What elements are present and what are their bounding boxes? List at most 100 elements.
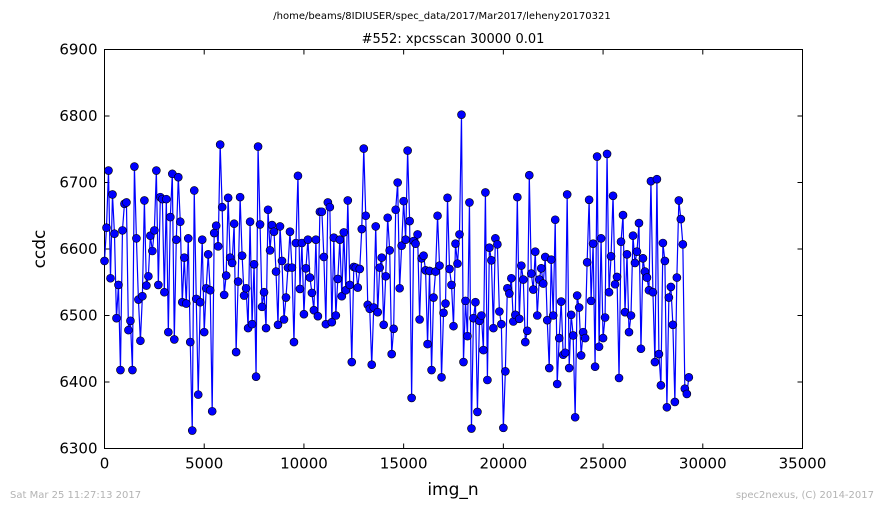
data-point <box>275 222 285 231</box>
data-point <box>524 170 534 180</box>
data-point <box>385 246 394 255</box>
data-point <box>622 250 632 259</box>
data-point <box>445 264 454 274</box>
data-point <box>347 357 357 367</box>
data-point <box>624 327 634 337</box>
data-point <box>439 308 448 318</box>
data-point <box>313 311 323 321</box>
data-point <box>247 319 257 329</box>
data-point <box>658 238 668 248</box>
data-point <box>471 297 480 307</box>
data-point <box>489 323 498 333</box>
data-point <box>395 283 404 293</box>
data-point <box>542 315 552 325</box>
data-point <box>660 256 670 266</box>
data-point <box>423 339 432 349</box>
data-point <box>604 287 614 297</box>
data-point <box>652 174 662 184</box>
data-point <box>451 239 460 248</box>
data-point <box>678 240 688 249</box>
data-point <box>497 319 506 329</box>
data-point <box>467 424 476 433</box>
data-point <box>389 324 398 334</box>
x-axis-label: img_n <box>427 480 478 500</box>
data-point <box>253 142 263 151</box>
x-tick-label: 5000 <box>185 455 223 473</box>
data-point <box>130 162 139 171</box>
data-point <box>429 293 438 302</box>
data-point <box>166 212 175 222</box>
data-point <box>239 291 249 300</box>
data-point <box>672 273 682 282</box>
data-point <box>415 315 424 324</box>
data-point <box>544 363 554 373</box>
data-point <box>592 152 602 161</box>
data-point <box>674 196 684 205</box>
plot-border <box>104 49 803 449</box>
data-point <box>684 373 694 382</box>
data-point <box>126 316 135 326</box>
data-point <box>106 273 115 283</box>
data-point <box>664 293 674 302</box>
data-point <box>209 228 219 238</box>
data-point <box>570 412 580 422</box>
data-point <box>373 307 383 317</box>
data-point <box>277 256 287 266</box>
y-tick-label: 6400 <box>59 373 97 391</box>
data-point <box>293 171 303 181</box>
data-point <box>357 224 367 234</box>
data-point <box>335 235 345 244</box>
data-point <box>241 283 251 293</box>
data-point <box>261 323 271 333</box>
axis-ticks: 0 5000 10000 15000 20000 25000 30000 35000 6300 6… <box>59 41 826 473</box>
y-tick-label: 6700 <box>59 174 97 192</box>
data-point <box>552 379 562 389</box>
data-point <box>536 263 546 273</box>
data-point <box>518 275 528 284</box>
data-point <box>610 279 620 289</box>
data-point <box>606 252 616 261</box>
data-point <box>219 290 229 300</box>
data-point <box>100 256 109 266</box>
data-point <box>295 284 305 294</box>
x-tick-label: 0 <box>100 455 110 473</box>
data-point <box>245 217 255 227</box>
data-point <box>654 349 664 359</box>
data-point <box>371 222 381 231</box>
y-tick-label: 6600 <box>59 240 97 258</box>
data-point <box>556 297 566 306</box>
data-point <box>307 288 317 298</box>
data-point <box>231 347 241 357</box>
data-point <box>150 226 159 235</box>
data-point <box>249 259 259 269</box>
footer-timestamp: Sat Mar 25 11:27:13 2017 <box>10 490 141 501</box>
data-point <box>522 326 532 336</box>
data-point <box>413 230 422 239</box>
data-point <box>309 305 319 315</box>
data-point <box>233 277 243 286</box>
data-point <box>122 198 131 207</box>
data-point <box>411 239 420 248</box>
data-point <box>584 195 594 205</box>
data-point <box>381 271 390 281</box>
data-point <box>528 285 538 294</box>
data-point <box>353 283 363 292</box>
data-point <box>279 315 289 324</box>
data-point <box>393 178 402 187</box>
data-point <box>140 196 149 205</box>
data-point <box>289 337 299 347</box>
data-point <box>142 281 151 290</box>
data-point <box>217 202 227 212</box>
data-point <box>211 221 221 231</box>
data-point <box>185 337 195 347</box>
data-point <box>515 314 524 324</box>
data-point <box>299 309 309 319</box>
data-point <box>108 190 117 199</box>
data-point <box>259 287 269 297</box>
data-point <box>361 211 371 221</box>
data-point <box>138 291 147 301</box>
data-point <box>187 426 197 435</box>
data-point <box>305 273 315 282</box>
data-point <box>499 423 508 433</box>
